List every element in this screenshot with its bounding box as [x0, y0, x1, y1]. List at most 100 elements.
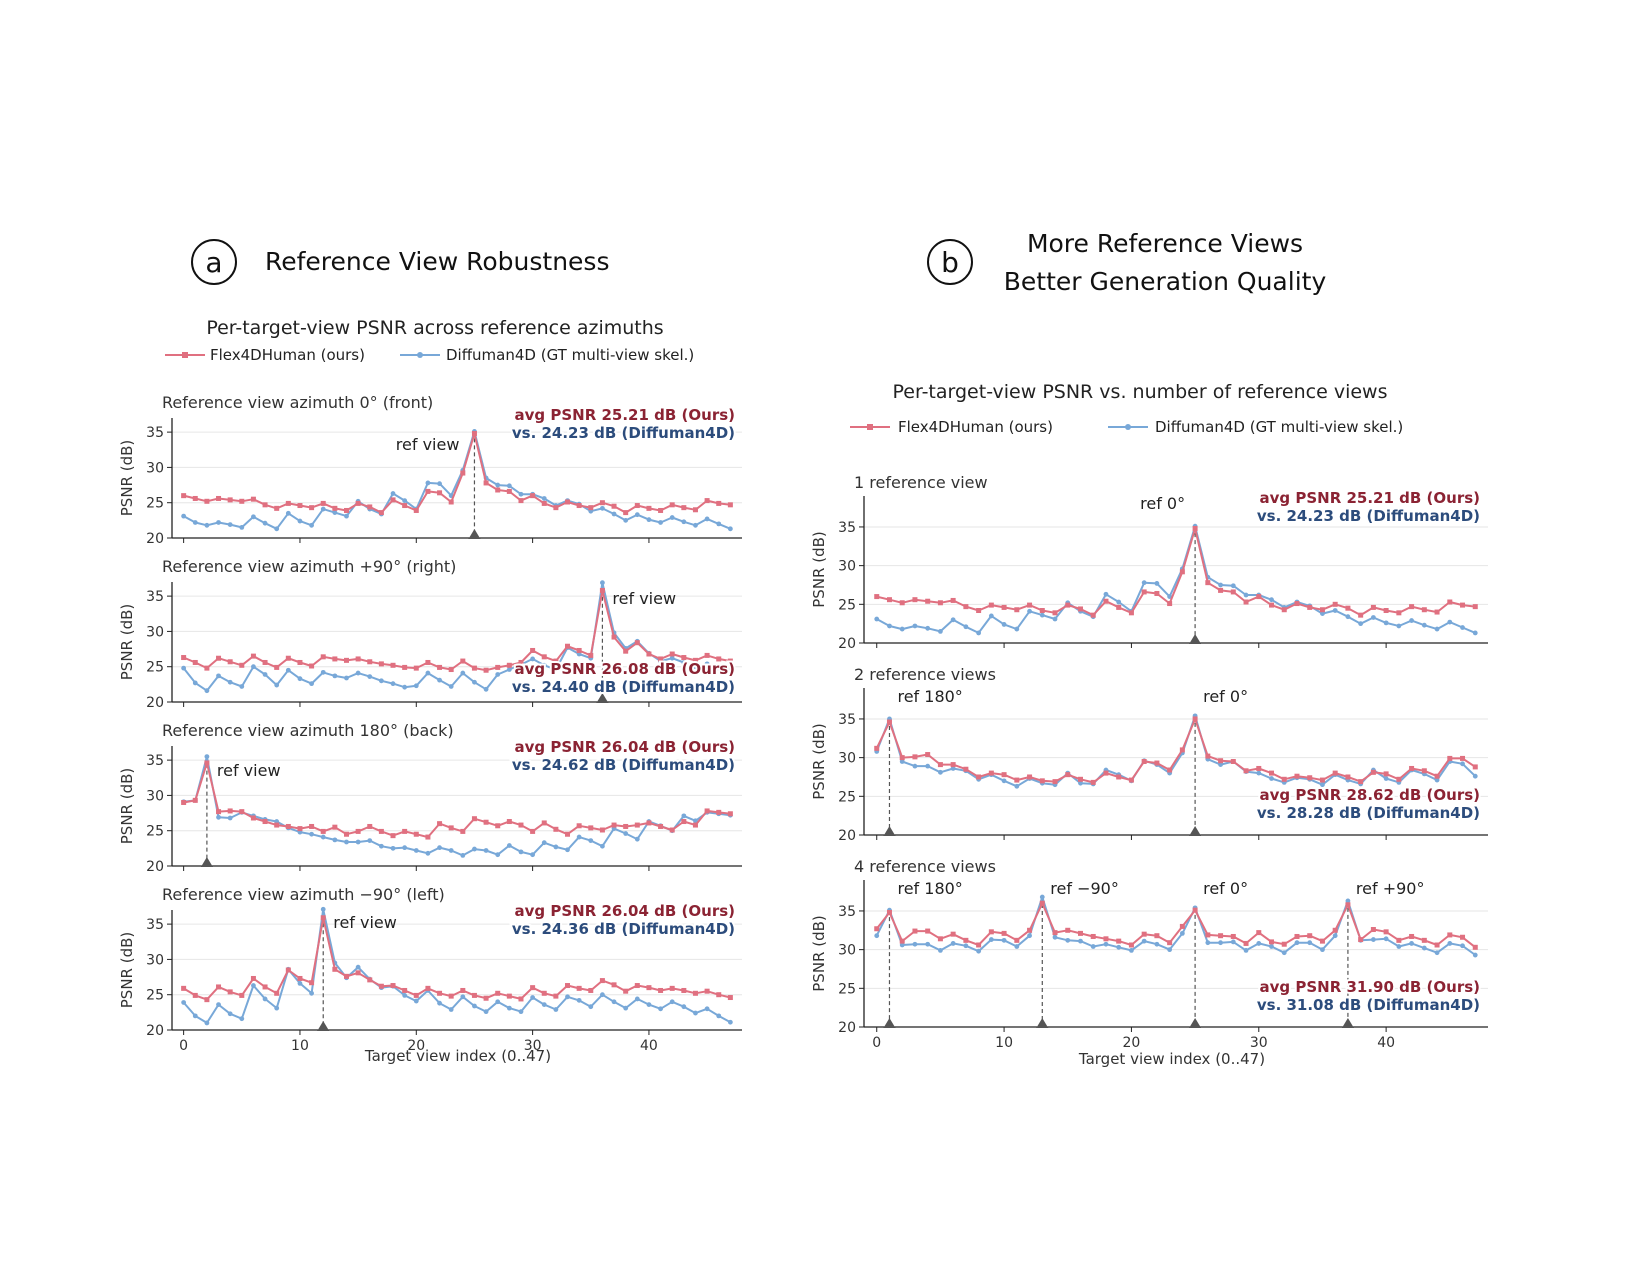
point-a-2-ours-4: [227, 659, 233, 665]
point-a-2-ours-9: [285, 655, 291, 661]
point-a-3-diffuman-18: [390, 845, 396, 851]
point-a-2-diffuman-12: [320, 669, 326, 675]
point-a-1-ours-37: [611, 503, 617, 509]
point-b-1-ours-23: [1167, 601, 1173, 607]
point-a-2-diffuman-11: [309, 681, 314, 687]
point-a-1-ours-14: [343, 507, 349, 513]
point-a-4-diffuman-23: [448, 1007, 454, 1012]
point-a-3-ours-47: [727, 811, 733, 817]
point-a-1-ours-2: [204, 498, 210, 504]
point-a-3-diffuman-21: [425, 850, 431, 856]
point-b-2-diffuman-10: [1001, 778, 1007, 784]
point-a-1-ours-8: [274, 505, 280, 511]
point-a-2-ours-23: [448, 667, 454, 673]
point-a-4-diffuman-40: [646, 1002, 652, 1007]
point-a-3-diffuman-23: [448, 848, 454, 853]
point-a-4-ours-30: [530, 985, 536, 991]
point-a-4-ours-17: [378, 983, 384, 989]
legend-a-ours-label: Flex4DHuman (ours): [210, 346, 365, 364]
point-a-4-diffuman-43: [681, 1004, 687, 1010]
point-a-4-ours-4: [227, 989, 233, 995]
point-a-4-ours-24: [460, 987, 466, 993]
point-a-4-ours-3: [216, 984, 222, 990]
point-a-2-ours-30: [530, 647, 536, 653]
ref-marker-b-3-3: [1189, 1018, 1202, 1028]
point-b-1-diffuman-47: [1472, 630, 1478, 636]
point-b-3-ours-6: [950, 931, 956, 937]
point-a-3-diffuman-17: [378, 843, 384, 849]
point-a-3-ours-30: [530, 828, 536, 834]
point-b-3-ours-35: [1319, 938, 1325, 944]
point-a-1-ours-0: [181, 493, 187, 499]
point-b-1-ours-27: [1218, 587, 1224, 593]
point-b-2-ours-27: [1218, 758, 1224, 764]
point-b-2-ours-6: [950, 762, 956, 768]
point-a-3-ours-0: [181, 799, 187, 805]
point-b-1-diffuman-21: [1141, 580, 1147, 586]
point-a-2-diffuman-28: [506, 667, 512, 672]
point-a-1-ours-16: [367, 504, 373, 510]
point-a-1-ours-17: [378, 510, 384, 516]
point-a-3-ours-11: [309, 823, 315, 829]
point-b-3-ours-17: [1090, 933, 1096, 939]
point-a-4-diffuman-30: [530, 995, 536, 1000]
point-a-4-diffuman-29: [518, 1009, 524, 1015]
point-b-1-diffuman-22: [1154, 581, 1160, 586]
point-a-2-ours-1: [192, 659, 198, 665]
point-a-4-diffuman-34: [576, 997, 582, 1003]
point-a-4-diffuman-39: [634, 996, 640, 1002]
point-a-4-ours-8: [274, 990, 280, 996]
point-b-2-diffuman-30: [1256, 770, 1262, 776]
point-b-2-ours-17: [1090, 779, 1096, 785]
point-a-3-ours-27: [495, 823, 501, 829]
point-b-3-ours-21: [1141, 931, 1147, 937]
point-a-2-ours-37: [611, 634, 617, 640]
point-b-2-diffuman-46: [1460, 761, 1465, 767]
ytick-label-a-2-35: 35: [146, 589, 164, 605]
point-b-3-ours-12: [1027, 927, 1033, 933]
annotation-diffuman-b-3: vs. 31.08 dB (Diffuman4D): [1257, 996, 1480, 1014]
point-a-1-diffuman-8: [274, 526, 280, 532]
point-b-1-diffuman-46: [1460, 625, 1465, 630]
point-a-4-ours-32: [553, 993, 559, 999]
point-a-4-ours-44: [692, 990, 698, 996]
point-a-1-ours-19: [402, 503, 408, 509]
point-a-2-ours-22: [437, 664, 443, 670]
point-a-3-diffuman-36: [600, 843, 605, 849]
ytick-label-b-3-30: 30: [838, 943, 856, 959]
point-a-2-ours-43: [681, 655, 687, 661]
chart-b-subplots: 20 25 30 35 PSNR (dB) 1 reference view ref 0° a…: [810, 473, 1488, 1051]
point-a-1-ours-45: [704, 498, 710, 504]
ref-label-b-3-4: ref +90°: [1356, 879, 1425, 898]
point-a-1-ours-40: [646, 505, 652, 511]
point-b-2-diffuman-5: [938, 769, 943, 775]
point-a-1-diffuman-12: [320, 506, 326, 512]
point-b-1-ours-11: [1014, 607, 1020, 613]
point-b-2-ours-5: [937, 762, 943, 768]
ytick-label-a-4-25: 25: [146, 988, 164, 1004]
point-a-2-diffuman-24: [460, 670, 466, 676]
point-a-2-ours-45: [704, 652, 710, 658]
point-a-2-ours-13: [332, 656, 338, 662]
subplot-title-a-3: Reference view azimuth 180° (back): [162, 721, 454, 740]
ytick-label-a-1-25: 25: [146, 496, 164, 512]
point-a-4-diffuman-0: [181, 1000, 187, 1005]
point-a-1-ours-13: [332, 505, 338, 511]
point-a-3-diffuman-38: [623, 831, 629, 836]
annotation-diffuman-a-1: vs. 24.23 dB (Diffuman4D): [512, 424, 735, 442]
point-a-3-ours-34: [576, 823, 582, 829]
point-a-4-diffuman-10: [297, 981, 303, 986]
point-a-4-ours-14: [343, 973, 349, 979]
point-b-1-diffuman-18: [1103, 591, 1109, 597]
point-a-2-ours-35: [588, 652, 594, 658]
point-a-2-ours-33: [565, 643, 571, 649]
point-a-2-diffuman-3: [216, 673, 221, 679]
point-a-4-diffuman-24: [460, 994, 466, 1000]
point-b-3-ours-42: [1409, 933, 1415, 939]
point-a-2-ours-11: [309, 663, 315, 669]
point-b-3-ours-36: [1332, 927, 1338, 933]
point-a-4-diffuman-37: [611, 999, 617, 1005]
point-a-1-ours-33: [565, 499, 571, 505]
ref-label-b-2-1: ref 180°: [897, 687, 962, 706]
point-a-3-diffuman-11: [309, 831, 314, 837]
